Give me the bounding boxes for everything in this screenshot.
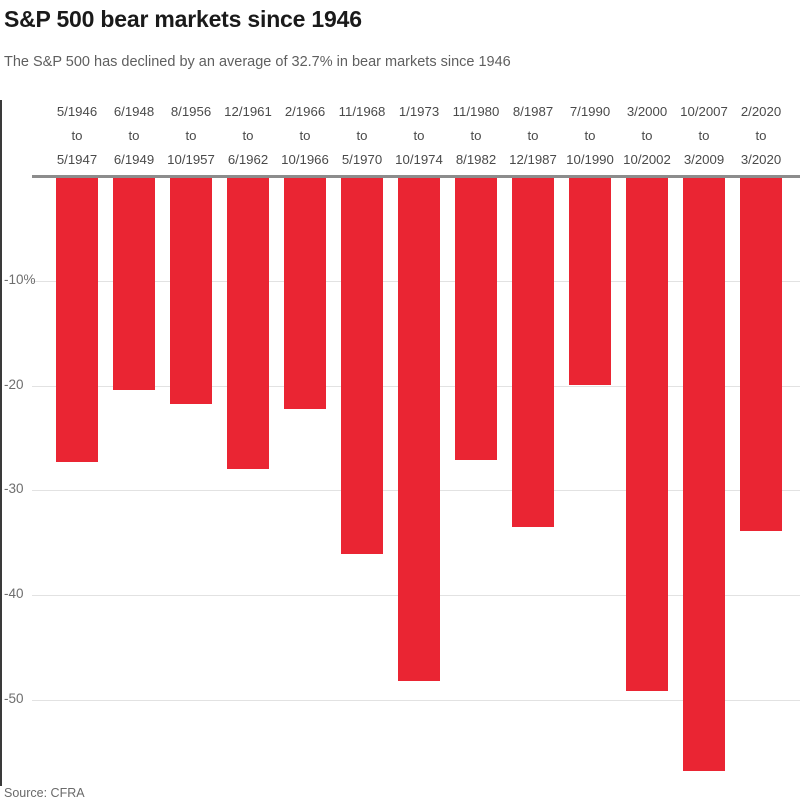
footer-rule: [0, 770, 2, 786]
category-label-line: to: [413, 128, 425, 143]
x-axis-category-label: 6/1948 to 6/1949: [94, 100, 174, 172]
bar[interactable]: [170, 176, 212, 405]
x-axis-category-label: 5/1946 to 5/1947: [37, 100, 117, 172]
category-label-line: 3/2009: [683, 152, 725, 167]
category-label-line: 10/1974: [395, 152, 443, 167]
y-axis-tick-label: -10%: [4, 271, 36, 287]
category-label-line: 10/1990: [566, 152, 614, 167]
category-label-line: to: [641, 128, 653, 143]
bar[interactable]: [626, 176, 668, 691]
y-axis-tick-label: -50: [4, 691, 24, 706]
category-label-line: 11/1968: [338, 104, 386, 119]
source-note: Source: CFRA: [4, 786, 85, 800]
y-axis-tick-label: -20: [4, 376, 24, 392]
x-axis-category-label: 2/1966 to 10/1966: [265, 100, 345, 172]
x-axis-category-label: 11/1980 to 8/1982: [436, 100, 516, 172]
y-axis-tick-label: -40: [4, 586, 24, 602]
bar[interactable]: [683, 176, 725, 772]
x-axis-category-label: 7/1990 to 10/1990: [550, 100, 630, 172]
category-label-line: to: [698, 128, 710, 143]
bar[interactable]: [740, 176, 782, 532]
gridline: [32, 700, 800, 701]
bar[interactable]: [455, 176, 497, 460]
bar[interactable]: [284, 176, 326, 409]
category-label-line: 1/1973: [398, 104, 440, 119]
bar[interactable]: [227, 176, 269, 470]
chart-title: S&P 500 bear markets since 1946: [4, 6, 362, 32]
x-axis-category-label: 10/2007 to 3/2009: [664, 100, 744, 172]
x-axis-category-label: 3/2000 to 10/2002: [607, 100, 687, 172]
category-label-line: 2/1966: [284, 104, 326, 119]
category-label-line: 6/1949: [113, 152, 155, 167]
category-label-line: 2/2020: [740, 104, 782, 119]
bar[interactable]: [341, 176, 383, 555]
chart-subtitle: The S&P 500 has declined by an average o…: [4, 54, 511, 70]
plot-area: -10% -20 -30 -40 -50 5/1946 to 5/1947 6/1948 to 6…: [0, 100, 800, 782]
category-label-line: 3/2000: [626, 104, 668, 119]
category-label-line: 6/1948: [113, 104, 155, 119]
category-label-line: 8/1956: [170, 104, 212, 119]
bar[interactable]: [56, 176, 98, 463]
category-label-line: 11/1980: [452, 104, 500, 119]
category-label-line: 10/1966: [281, 152, 329, 167]
category-label-line: 7/1990: [569, 104, 611, 119]
category-label-line: 8/1987: [512, 104, 554, 119]
x-axis-category-label: 2/2020 to 3/2020: [721, 100, 800, 172]
category-label-line: 5/1946: [56, 104, 98, 119]
left-axis-rule: [0, 100, 2, 782]
category-label-line: 3/2020: [740, 152, 782, 167]
category-label-line: 12/1987: [509, 152, 557, 167]
category-label-line: 6/1962: [227, 152, 269, 167]
category-label-line: 10/2007: [680, 104, 728, 119]
bar[interactable]: [512, 176, 554, 528]
category-label-line: to: [755, 128, 767, 143]
category-label-line: to: [584, 128, 596, 143]
bar[interactable]: [113, 176, 155, 390]
category-label-line: to: [71, 128, 83, 143]
category-label-line: to: [242, 128, 254, 143]
category-label-line: to: [470, 128, 482, 143]
category-label-line: 12/1961: [224, 104, 272, 119]
category-label-line: 10/2002: [623, 152, 671, 167]
category-label-line: 10/1957: [167, 152, 215, 167]
y-axis-tick-label: -30: [4, 481, 24, 497]
category-label-line: 8/1982: [455, 152, 497, 167]
bar[interactable]: [569, 176, 611, 385]
category-label-line: to: [185, 128, 197, 143]
x-axis-category-label: 11/1968 to 5/1970: [322, 100, 402, 172]
category-label-line: 5/1947: [56, 152, 98, 167]
x-axis-category-label: 8/1956 to 10/1957: [151, 100, 231, 172]
category-label-line: to: [527, 128, 539, 143]
x-axis-category-label: 12/1961 to 6/1962: [208, 100, 288, 172]
category-label-line: to: [356, 128, 368, 143]
bar[interactable]: [398, 176, 440, 682]
x-axis-category-label: 1/1973 to 10/1974: [379, 100, 459, 172]
category-label-line: 5/1970: [341, 152, 383, 167]
zero-axis-line: [32, 175, 800, 178]
category-label-line: to: [299, 128, 311, 143]
category-label-line: to: [128, 128, 140, 143]
x-axis-category-label: 8/1987 to 12/1987: [493, 100, 573, 172]
